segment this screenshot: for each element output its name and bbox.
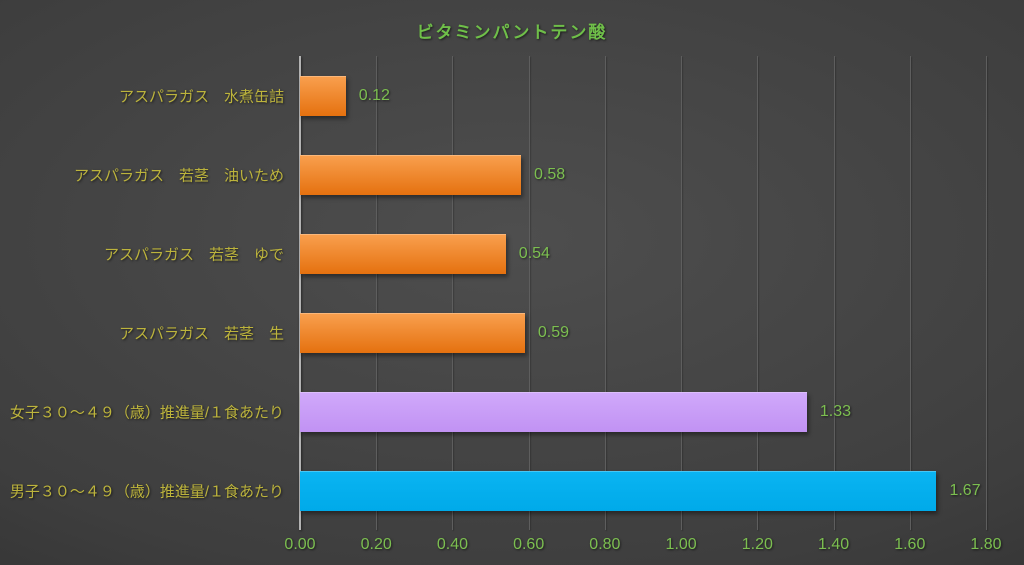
bar-orange bbox=[300, 154, 522, 195]
x-tick-label: 0.20 bbox=[360, 536, 392, 553]
gridline bbox=[528, 56, 530, 530]
bar-value-label: 1.67 bbox=[949, 481, 981, 499]
gridline bbox=[757, 56, 759, 530]
bar-orange bbox=[300, 233, 506, 274]
gridline bbox=[452, 56, 454, 530]
bar-orange bbox=[300, 312, 525, 353]
gridline bbox=[833, 56, 835, 530]
bar-blue bbox=[300, 470, 937, 511]
gridline bbox=[986, 56, 987, 530]
y-axis-line bbox=[299, 56, 301, 530]
category-axis: アスパラガス 水煮缶詰アスパラガス 若茎 油いためアスパラガス 若茎 ゆでアスパ… bbox=[0, 56, 292, 530]
gridline bbox=[376, 56, 378, 530]
category-label: 男子３０～４９（歳）推進量/１食あたり bbox=[9, 483, 284, 500]
bar-value-label: 1.33 bbox=[819, 402, 852, 420]
gridline bbox=[909, 56, 911, 530]
x-tick-label: 0.40 bbox=[436, 536, 469, 553]
category-label: 女子３０～４９（歳）推進量/１食あたり bbox=[9, 404, 284, 421]
x-tick-label: 1.00 bbox=[665, 536, 697, 553]
category-label: アスパラガス 若茎 ゆで bbox=[103, 246, 284, 263]
bar-value-label: 0.12 bbox=[358, 86, 390, 104]
bar-orange bbox=[300, 75, 346, 116]
bar-value-label: 0.58 bbox=[534, 165, 566, 183]
x-tick-label: 1.80 bbox=[970, 536, 1002, 553]
bar-value-label: 0.54 bbox=[518, 244, 550, 262]
gridline bbox=[681, 56, 683, 530]
x-tick-label: 1.20 bbox=[741, 536, 773, 553]
category-label: アスパラガス 若茎 油いため bbox=[73, 167, 284, 184]
x-tick-label: 0.80 bbox=[589, 536, 621, 553]
category-label: アスパラガス 若茎 生 bbox=[118, 325, 284, 342]
gridline bbox=[604, 56, 606, 530]
bar-purple bbox=[300, 391, 807, 432]
bar-value-label: 0.59 bbox=[537, 323, 569, 341]
plot-area: 0.12 0.58 0.54 0.59 1.33 1.67 bbox=[299, 56, 987, 530]
x-tick-label: 0.00 bbox=[284, 536, 316, 553]
x-tick-label: 1.40 bbox=[817, 536, 850, 553]
x-tick-label: 1.60 bbox=[894, 536, 926, 553]
category-label: アスパラガス 水煮缶詰 bbox=[118, 88, 284, 105]
x-axis: 0.00 0.20 0.40 0.60 0.80 1.00 1.20 1.40 1.60 1.80 bbox=[284, 536, 1001, 558]
chart-title: ビタミンパントテン酸 bbox=[416, 23, 608, 42]
x-tick-label: 0.60 bbox=[513, 536, 545, 553]
